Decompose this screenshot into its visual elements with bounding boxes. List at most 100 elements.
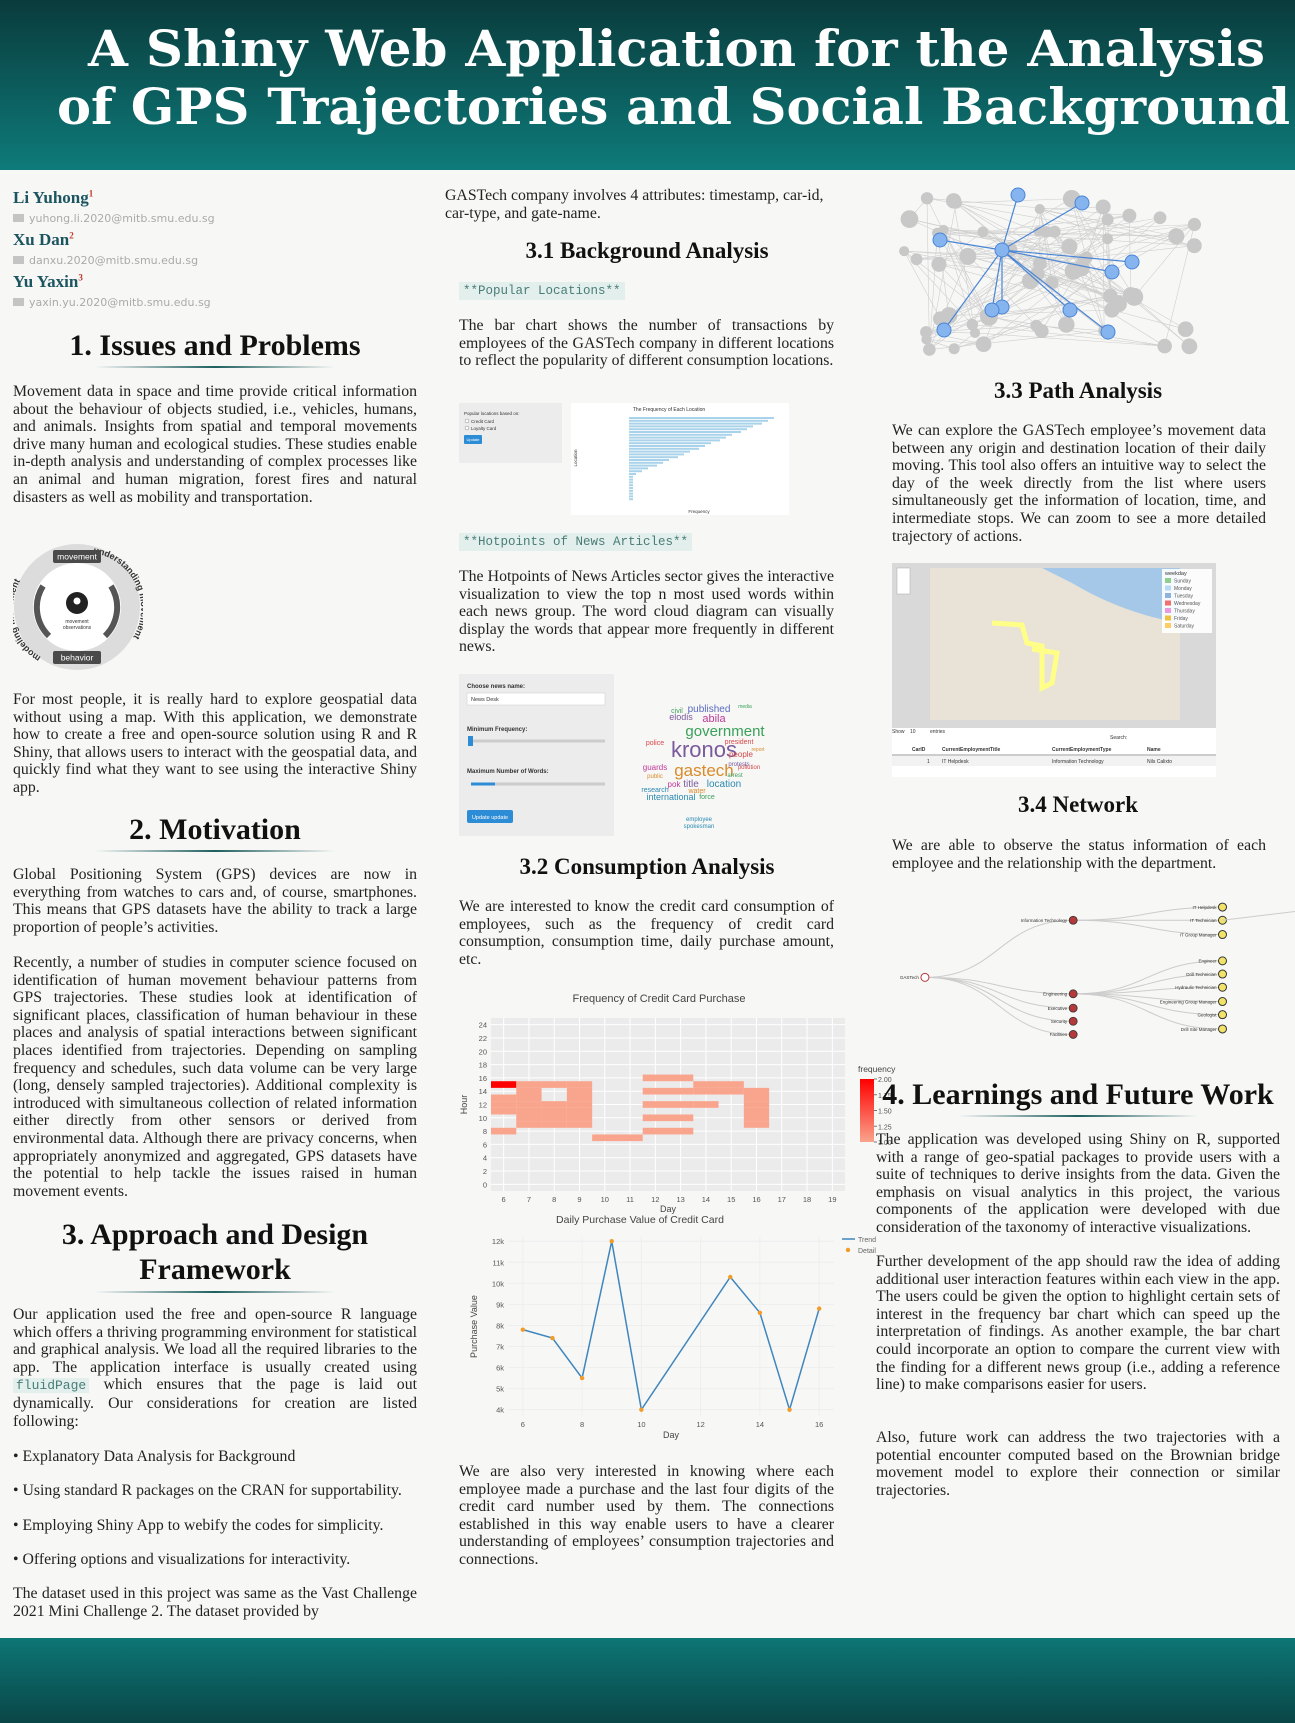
title-node [1217, 982, 1227, 992]
x-tick-label: 8 [580, 1420, 584, 1429]
bar-illustration [629, 495, 633, 498]
heading-rule [95, 1291, 335, 1293]
highlight-node [994, 242, 1010, 258]
edge [988, 316, 1165, 347]
edge [1039, 209, 1053, 283]
edge [948, 206, 1104, 316]
x-tick-label: 15 [727, 1195, 735, 1204]
radio-label: Loyalty Card [471, 426, 497, 431]
pin-hole [73, 597, 81, 605]
table-cell: IT Helpdesk [942, 759, 969, 765]
heat-cell [743, 1107, 770, 1115]
heat-cell [516, 1107, 542, 1115]
node [966, 318, 979, 331]
heat-cell [516, 1094, 542, 1102]
edge [1071, 198, 1135, 298]
edge [948, 219, 1108, 316]
node [1122, 287, 1139, 303]
word: media [738, 704, 752, 710]
code-tag: **Popular Locations** [459, 282, 625, 300]
legend-swatch [1165, 615, 1171, 621]
bullet: • Explanatory Data Analysis for Backgrou… [13, 1448, 296, 1465]
node [1153, 211, 1167, 225]
node [1045, 275, 1059, 290]
edge [953, 200, 1119, 305]
table-header: Name [1147, 747, 1161, 753]
email: yuhong.li.2020@mitb.smu.edu.sg [13, 212, 215, 225]
section-heading: 4. Learnings and Future Work [882, 1078, 1274, 1111]
paragraph: Recently, a number of studies in compute… [13, 954, 417, 1200]
slider-handle [468, 736, 473, 746]
paragraph: The application was developed using Shin… [876, 1131, 1280, 1236]
control-label: Choose news name: [467, 684, 525, 690]
edge [943, 229, 1037, 327]
node [977, 226, 989, 238]
word: president [725, 739, 754, 746]
edge [926, 316, 990, 340]
heat-cell [566, 1087, 593, 1095]
y-tick-label: 24 [479, 1021, 487, 1030]
bar-illustration [629, 428, 747, 431]
detail-point [579, 1375, 585, 1381]
tree-link [1073, 986, 1223, 995]
affiliation: 2 [69, 230, 74, 241]
node [920, 192, 934, 205]
map-water [1042, 568, 1180, 623]
node [1109, 295, 1127, 313]
x-tick-label: 16 [815, 1420, 823, 1429]
chart-title: Frequency of Credit Card Purchase [572, 993, 745, 1005]
edge [1039, 206, 1104, 210]
edge [938, 264, 1037, 273]
node [969, 327, 981, 338]
node [910, 253, 923, 266]
legend-swatch [1165, 585, 1171, 591]
edge [983, 267, 1082, 345]
legend-swatch [1165, 608, 1171, 613]
word: location [707, 779, 741, 790]
edge [929, 202, 957, 350]
legend-swatch [1165, 593, 1171, 598]
edge [929, 256, 969, 350]
department-label: Executive [1048, 1006, 1068, 1011]
x-tick-label: 14 [702, 1195, 710, 1204]
node [1073, 260, 1090, 277]
title-line: of GPS Trajectories and Social Backgroun… [57, 77, 1290, 136]
code-tag: **Hotpoints of News Articles** [459, 533, 693, 551]
author-name: Yu Yaxin [13, 272, 79, 291]
plot-title: The Frequency of Each Location [633, 407, 705, 413]
radio [464, 418, 470, 424]
paragraph: We are interested to know the credit car… [459, 898, 834, 968]
tree-link [1222, 910, 1295, 921]
paragraph: Our application used the free and open-s… [13, 1306, 417, 1430]
node [948, 343, 960, 355]
title-node [1217, 1024, 1227, 1034]
detail-point [639, 1407, 644, 1412]
edge [1039, 208, 1195, 246]
paragraph: Movement data in space and time provide … [13, 383, 417, 506]
bar-illustration [629, 445, 705, 447]
highlight-node [1104, 264, 1120, 280]
heading-rule [95, 366, 335, 368]
colorbar-label: 1.00 [878, 1140, 892, 1147]
bar-illustration [629, 425, 753, 428]
edge [937, 232, 985, 315]
bar-illustration [629, 478, 633, 481]
department-label: Information Technology [1021, 918, 1068, 923]
title-node [1217, 969, 1227, 979]
edge [943, 229, 976, 334]
edge [904, 250, 1083, 260]
legend-label: Sunday [1174, 579, 1191, 585]
table-cell: Information Technology [1052, 759, 1104, 765]
highlight-node [984, 302, 1000, 318]
edge [955, 202, 1082, 269]
node [899, 246, 910, 257]
legend-swatch [1165, 623, 1171, 628]
center-label: observations [63, 625, 92, 631]
heat-cell [642, 1114, 668, 1122]
email: danxu.2020@mitb.smu.edu.sg [13, 254, 198, 267]
legend-swatch [1165, 578, 1171, 583]
bar-illustration [629, 442, 711, 445]
node [1157, 338, 1172, 354]
x-tick-label: 6 [521, 1420, 525, 1429]
